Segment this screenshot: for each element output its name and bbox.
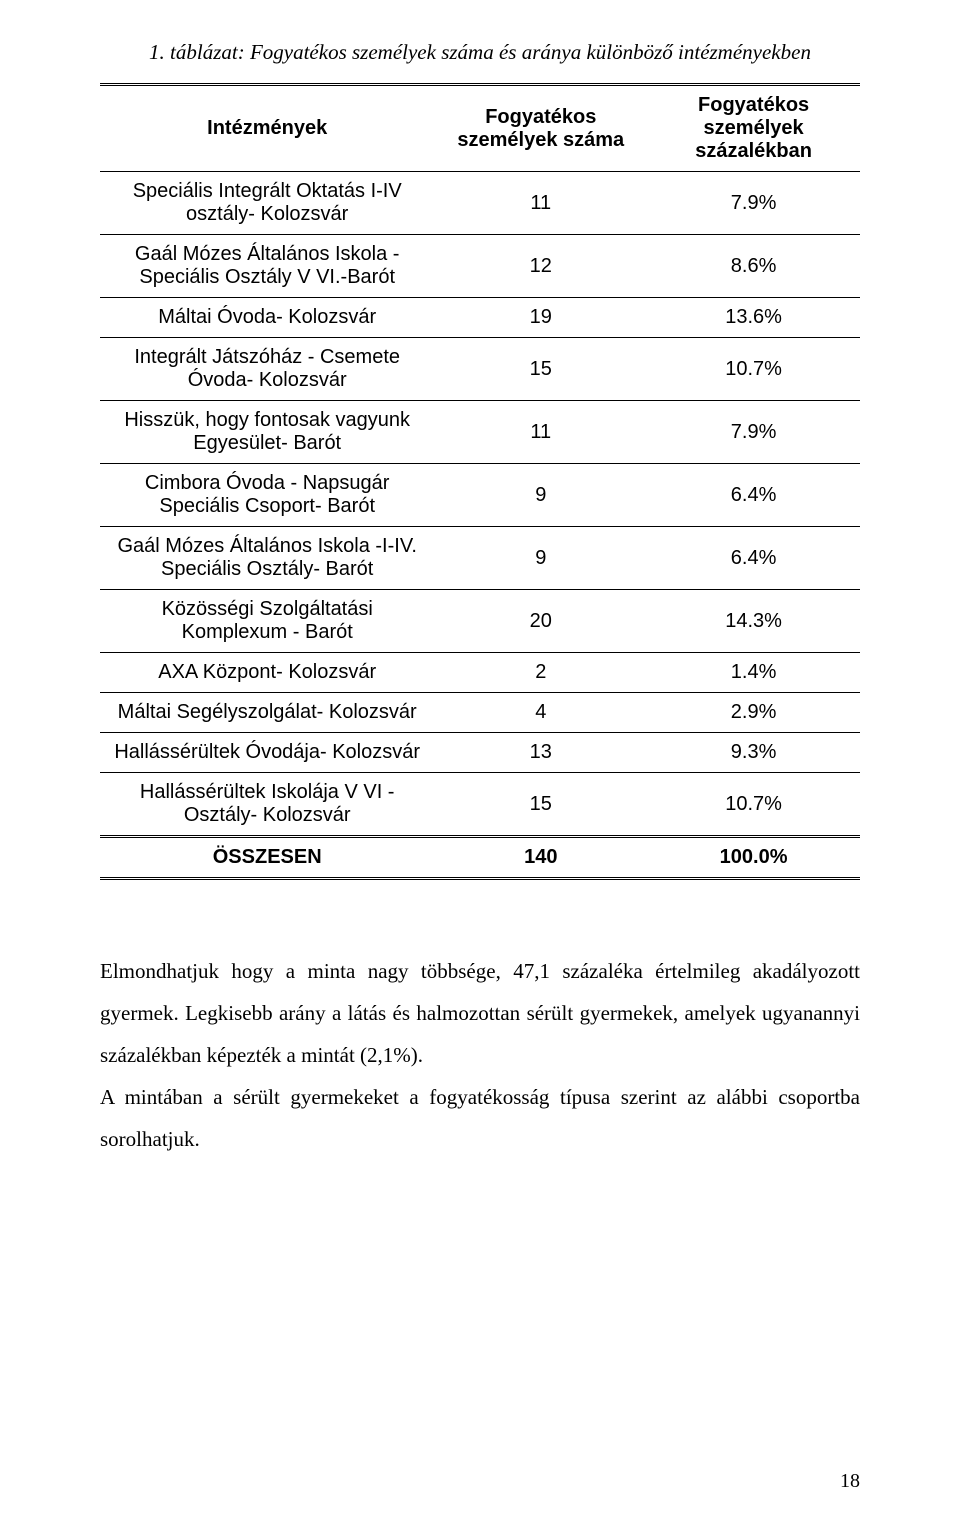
column-header-count: Fogyatékos személyek száma [434, 85, 647, 172]
cell-institution: Máltai Segélyszolgálat- Kolozsvár [100, 693, 434, 733]
table-row: Integrált Játszóház - Csemete Óvoda- Kol… [100, 338, 860, 401]
cell-percent: 8.6% [647, 235, 860, 298]
table-header-row: Intézmények Fogyatékos személyek száma F… [100, 85, 860, 172]
paragraph: A mintában a sérült gyermekeket a fogyat… [100, 1076, 860, 1160]
cell-institution: Cimbora Óvoda - Napsugár Speciális Csopo… [100, 464, 434, 527]
column-header-percent: Fogyatékos személyek százalékban [647, 85, 860, 172]
cell-count: 4 [434, 693, 647, 733]
cell-total-label: ÖSSZESEN [100, 837, 434, 879]
cell-institution: Hisszük, hogy fontosak vagyunk Egyesület… [100, 401, 434, 464]
table-row: Speciális Integrált Oktatás I-IV osztály… [100, 172, 860, 235]
cell-percent: 6.4% [647, 464, 860, 527]
cell-count: 11 [434, 401, 647, 464]
page-number: 18 [840, 1470, 860, 1493]
cell-institution: Hallássérültek Óvodája- Kolozsvár [100, 733, 434, 773]
cell-percent: 13.6% [647, 298, 860, 338]
cell-percent: 6.4% [647, 527, 860, 590]
table-title: 1. táblázat: Fogyatékos személyek száma … [100, 40, 860, 65]
cell-count: 20 [434, 590, 647, 653]
table-row: Cimbora Óvoda - Napsugár Speciális Csopo… [100, 464, 860, 527]
cell-count: 12 [434, 235, 647, 298]
table-row: Máltai Óvoda- Kolozsvár 19 13.6% [100, 298, 860, 338]
cell-institution: Speciális Integrált Oktatás I-IV osztály… [100, 172, 434, 235]
table-row: Máltai Segélyszolgálat- Kolozsvár 4 2.9% [100, 693, 860, 733]
cell-count: 15 [434, 338, 647, 401]
cell-institution: Gaál Mózes Általános Iskola -I-IV. Speci… [100, 527, 434, 590]
cell-institution: Integrált Játszóház - Csemete Óvoda- Kol… [100, 338, 434, 401]
table-row: Hallássérültek Iskolája V VI - Osztály- … [100, 773, 860, 837]
cell-institution: AXA Központ- Kolozsvár [100, 653, 434, 693]
cell-percent: 1.4% [647, 653, 860, 693]
cell-count: 15 [434, 773, 647, 837]
table-row: Gaál Mózes Általános Iskola - Speciális … [100, 235, 860, 298]
cell-total-count: 140 [434, 837, 647, 879]
body-text: Elmondhatjuk hogy a minta nagy többsége,… [100, 950, 860, 1160]
cell-percent: 7.9% [647, 172, 860, 235]
cell-count: 13 [434, 733, 647, 773]
cell-percent: 9.3% [647, 733, 860, 773]
cell-percent: 7.9% [647, 401, 860, 464]
paragraph: Elmondhatjuk hogy a minta nagy többsége,… [100, 950, 860, 1076]
cell-percent: 10.7% [647, 773, 860, 837]
table-total-row: ÖSSZESEN 140 100.0% [100, 837, 860, 879]
cell-percent: 10.7% [647, 338, 860, 401]
cell-count: 2 [434, 653, 647, 693]
cell-institution: Hallássérültek Iskolája V VI - Osztály- … [100, 773, 434, 837]
cell-percent: 2.9% [647, 693, 860, 733]
cell-count: 19 [434, 298, 647, 338]
cell-institution: Gaál Mózes Általános Iskola - Speciális … [100, 235, 434, 298]
cell-total-percent: 100.0% [647, 837, 860, 879]
cell-institution: Máltai Óvoda- Kolozsvár [100, 298, 434, 338]
cell-institution: Közösségi Szolgáltatási Komplexum - Baró… [100, 590, 434, 653]
cell-count: 11 [434, 172, 647, 235]
institutions-table: Intézmények Fogyatékos személyek száma F… [100, 83, 860, 880]
cell-count: 9 [434, 464, 647, 527]
table-row: Közösségi Szolgáltatási Komplexum - Baró… [100, 590, 860, 653]
cell-count: 9 [434, 527, 647, 590]
document-page: 1. táblázat: Fogyatékos személyek száma … [0, 0, 960, 1160]
table-row: Hallássérültek Óvodája- Kolozsvár 13 9.3… [100, 733, 860, 773]
column-header-institutions: Intézmények [100, 85, 434, 172]
cell-percent: 14.3% [647, 590, 860, 653]
table-row: AXA Központ- Kolozsvár 2 1.4% [100, 653, 860, 693]
table-row: Hisszük, hogy fontosak vagyunk Egyesület… [100, 401, 860, 464]
table-row: Gaál Mózes Általános Iskola -I-IV. Speci… [100, 527, 860, 590]
